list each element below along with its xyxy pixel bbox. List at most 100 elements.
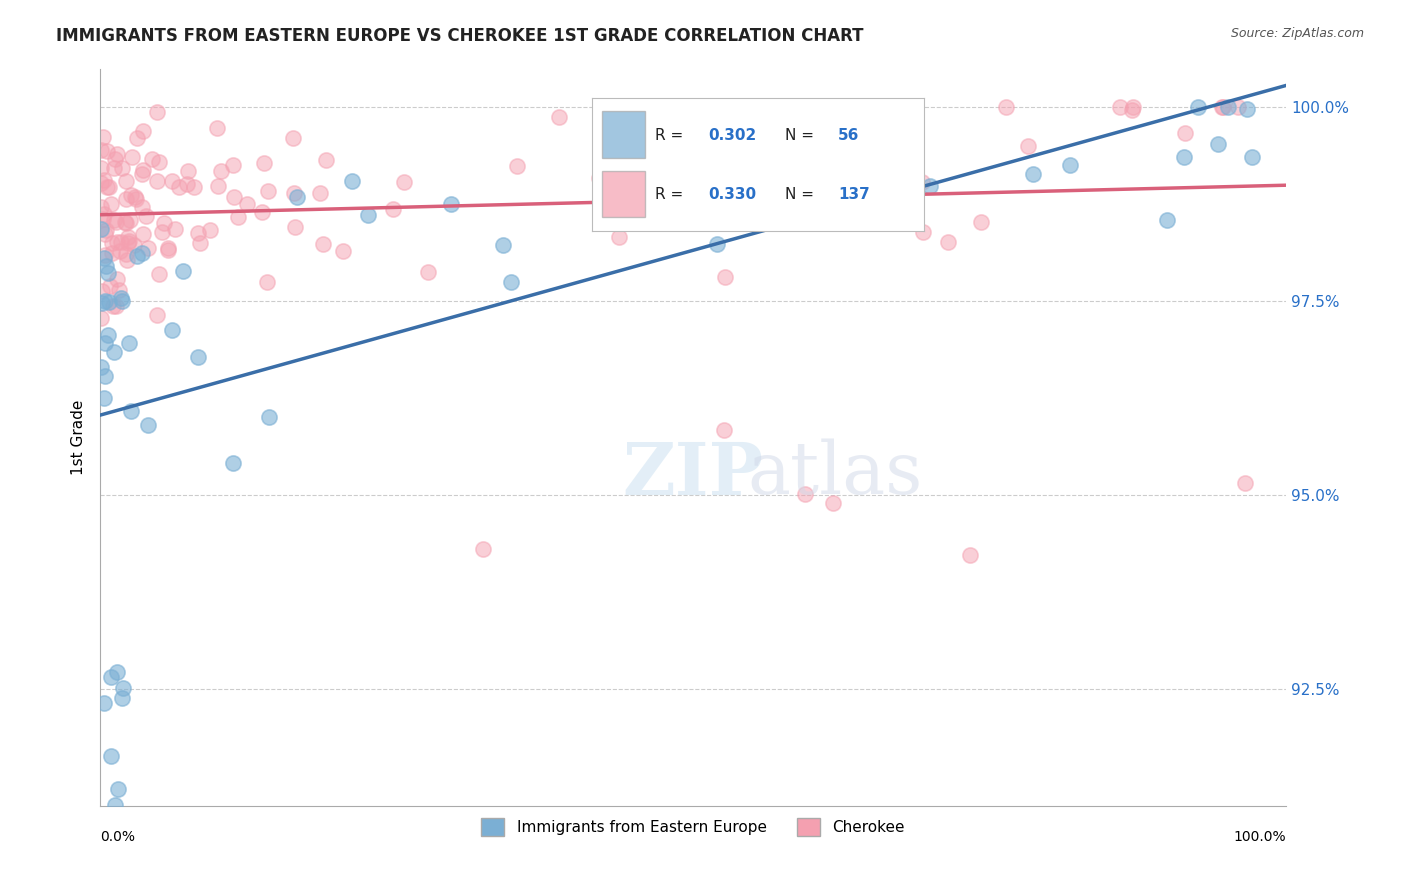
Cherokee: [250, 204, 273, 219]
Cherokee: [281, 130, 304, 145]
Cherokee: [127, 130, 149, 145]
Text: 0.0%: 0.0%: [100, 830, 135, 844]
Cherokee: [135, 209, 157, 223]
Cherokee: [108, 283, 131, 297]
Cherokee: [93, 173, 115, 187]
Immigrants from Eastern Europe: [94, 259, 117, 273]
Cherokee: [1109, 100, 1132, 114]
Cherokee: [381, 202, 404, 216]
Immigrants from Eastern Europe: [107, 782, 129, 797]
Immigrants from Eastern Europe: [706, 236, 728, 251]
Cherokee: [153, 216, 176, 230]
Cherokee: [111, 161, 134, 175]
Y-axis label: 1st Grade: 1st Grade: [72, 400, 86, 475]
Cherokee: [256, 185, 278, 199]
Cherokee: [506, 159, 529, 173]
Cherokee: [141, 153, 163, 167]
Cherokee: [236, 197, 259, 211]
Immigrants from Eastern Europe: [100, 670, 122, 684]
Cherokee: [655, 128, 678, 143]
Cherokee: [148, 154, 170, 169]
Cherokee: [105, 215, 128, 229]
Cherokee: [156, 241, 179, 255]
Cherokee: [312, 236, 335, 251]
Immigrants from Eastern Europe: [90, 296, 112, 310]
Cherokee: [145, 105, 167, 120]
Cherokee: [122, 237, 145, 252]
Immigrants from Eastern Europe: [100, 748, 122, 763]
Cherokee: [96, 223, 118, 237]
Cherokee: [744, 103, 766, 117]
Immigrants from Eastern Europe: [1240, 150, 1263, 164]
Cherokee: [671, 145, 693, 160]
Cherokee: [308, 186, 330, 200]
Cherokee: [1174, 126, 1197, 140]
Immigrants from Eastern Europe: [356, 209, 378, 223]
Cherokee: [100, 278, 122, 293]
Cherokee: [90, 311, 112, 326]
Cherokee: [90, 176, 112, 190]
Cherokee: [90, 161, 112, 175]
Immigrants from Eastern Europe: [259, 409, 281, 424]
Immigrants from Eastern Europe: [111, 691, 134, 706]
Immigrants from Eastern Europe: [821, 165, 844, 179]
Immigrants from Eastern Europe: [118, 336, 141, 351]
Cherokee: [1121, 103, 1143, 117]
Cherokee: [832, 100, 855, 114]
Cherokee: [132, 162, 155, 177]
Cherokee: [115, 174, 138, 188]
Cherokee: [607, 229, 630, 244]
Cherokee: [315, 153, 337, 168]
Immigrants from Eastern Europe: [94, 368, 117, 383]
Cherokee: [621, 117, 644, 131]
Cherokee: [131, 123, 153, 137]
Cherokee: [115, 253, 138, 268]
Cherokee: [226, 210, 249, 224]
Cherokee: [110, 235, 132, 249]
Immigrants from Eastern Europe: [1059, 158, 1081, 172]
Cherokee: [117, 236, 139, 251]
Immigrants from Eastern Europe: [491, 238, 513, 252]
Immigrants from Eastern Europe: [894, 150, 917, 164]
Immigrants from Eastern Europe: [1156, 213, 1178, 227]
Immigrants from Eastern Europe: [97, 327, 120, 342]
Cherokee: [121, 150, 143, 164]
Immigrants from Eastern Europe: [499, 275, 522, 289]
Immigrants from Eastern Europe: [111, 681, 134, 695]
Cherokee: [97, 180, 120, 194]
Immigrants from Eastern Europe: [832, 184, 855, 198]
Cherokee: [163, 222, 186, 236]
Cherokee: [696, 204, 718, 219]
Immigrants from Eastern Europe: [120, 403, 142, 417]
Cherokee: [392, 175, 415, 189]
Cherokee: [183, 180, 205, 194]
Cherokee: [96, 179, 118, 194]
Immigrants from Eastern Europe: [1021, 167, 1043, 181]
Cherokee: [472, 542, 495, 557]
Cherokee: [131, 167, 153, 181]
Cherokee: [911, 175, 934, 189]
Cherokee: [713, 423, 735, 437]
Immigrants from Eastern Europe: [340, 174, 363, 188]
Cherokee: [150, 225, 173, 239]
Cherokee: [1226, 100, 1249, 114]
Cherokee: [104, 152, 127, 166]
Cherokee: [148, 267, 170, 281]
Immigrants from Eastern Europe: [285, 190, 308, 204]
Cherokee: [876, 114, 898, 128]
Cherokee: [548, 110, 571, 124]
Cherokee: [1122, 100, 1144, 114]
Cherokee: [101, 246, 124, 260]
Cherokee: [283, 186, 305, 201]
Immigrants from Eastern Europe: [103, 345, 125, 359]
Cherokee: [995, 100, 1018, 114]
Immigrants from Eastern Europe: [1187, 100, 1209, 114]
Immigrants from Eastern Europe: [172, 264, 194, 278]
Immigrants from Eastern Europe: [1236, 102, 1258, 116]
Cherokee: [187, 226, 209, 240]
Immigrants from Eastern Europe: [1206, 137, 1229, 152]
Cherokee: [893, 100, 915, 114]
Cherokee: [157, 243, 180, 257]
Cherokee: [176, 177, 198, 191]
Cherokee: [103, 212, 125, 227]
